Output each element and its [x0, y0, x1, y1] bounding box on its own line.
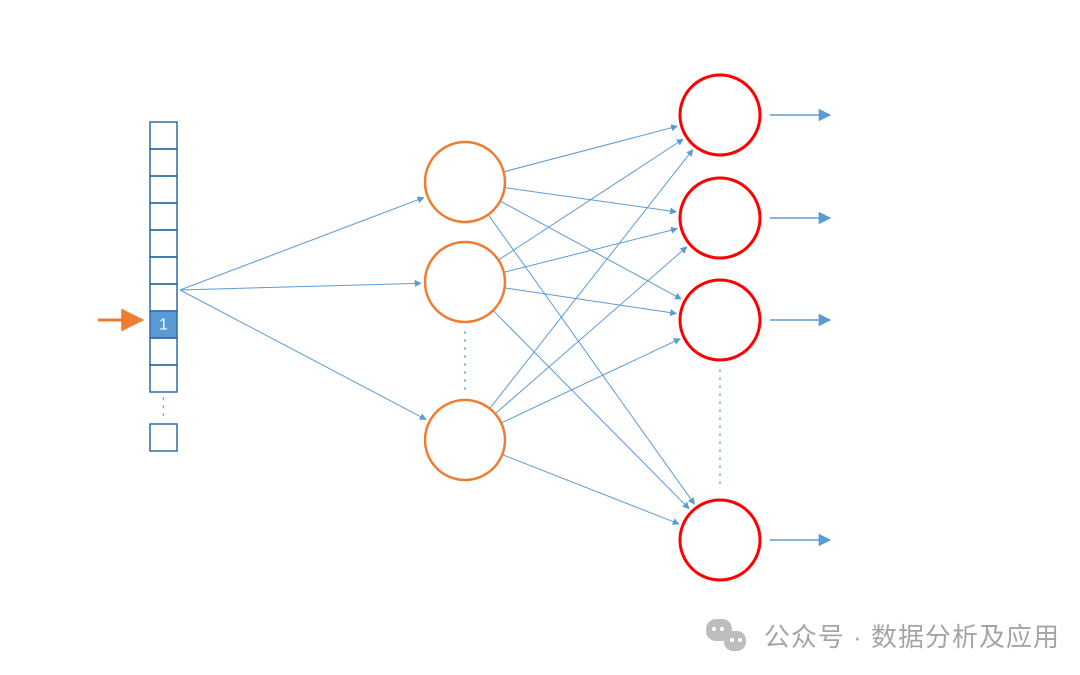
svg-text:1: 1 — [159, 317, 168, 334]
neural-network-diagram: 1 — [0, 0, 1080, 675]
